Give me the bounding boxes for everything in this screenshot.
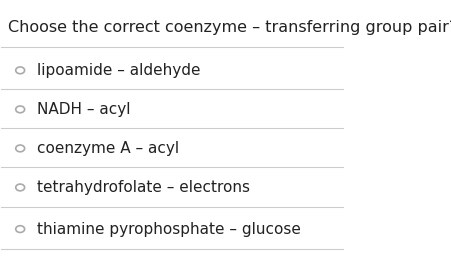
Text: Choose the correct coenzyme – transferring group pair?: Choose the correct coenzyme – transferri… [8, 20, 451, 35]
Text: tetrahydrofolate – electrons: tetrahydrofolate – electrons [37, 180, 250, 195]
Text: lipoamide – aldehyde: lipoamide – aldehyde [37, 63, 201, 78]
Text: NADH – acyl: NADH – acyl [37, 102, 131, 117]
Text: thiamine pyrophosphate – glucose: thiamine pyrophosphate – glucose [37, 222, 301, 237]
Text: coenzyme A – acyl: coenzyme A – acyl [37, 141, 179, 156]
